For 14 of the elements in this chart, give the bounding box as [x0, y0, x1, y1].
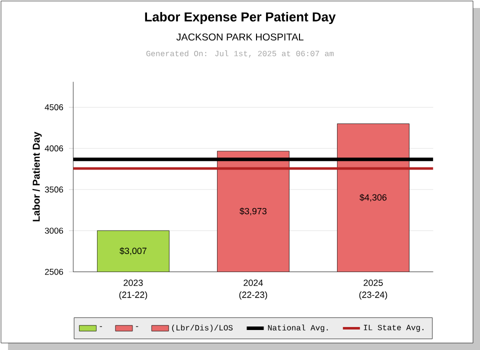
data-label: $3,007	[120, 247, 146, 256]
y-axis-title: Labor / Patient Day	[32, 132, 42, 222]
y-tick-label: 4506	[44, 104, 64, 110]
data-label: $4,306	[360, 194, 387, 202]
x-tick-label: 2024 (22-23)	[239, 280, 268, 300]
x-tick-label: 2025 (23-24)	[359, 280, 388, 300]
y-tick-label: 3506	[44, 186, 64, 193]
chart-subtitle: JACKSON PARK HOSPITAL	[176, 33, 304, 41]
x-tick-label: 2023 (21-22)	[119, 280, 148, 300]
chart-title: Labor Expense Per Patient Day	[145, 12, 336, 24]
y-tick-label: 3006	[44, 228, 64, 234]
y-tick-label: 2506	[45, 268, 64, 275]
data-label: $3,973	[240, 208, 267, 216]
y-tick-label: 4006	[44, 145, 64, 152]
